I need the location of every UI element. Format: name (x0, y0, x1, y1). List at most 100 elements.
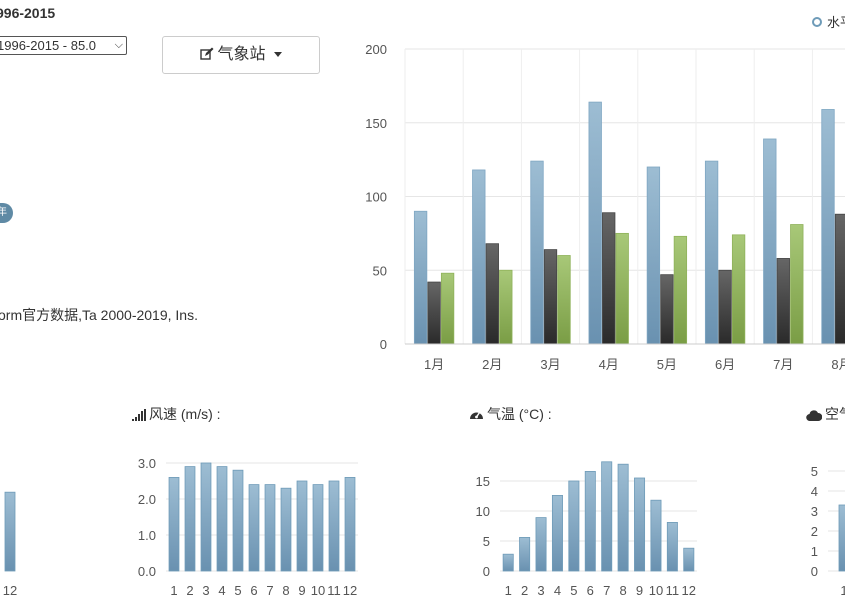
bar (472, 169, 486, 345)
x-tick-label: 9 (298, 583, 305, 597)
bar (200, 462, 212, 572)
bar (634, 477, 646, 572)
bar (731, 234, 746, 345)
bar (344, 476, 356, 572)
x-tick-label: 5 (234, 583, 241, 597)
bar (264, 484, 276, 572)
x-tick-label: 10 (649, 583, 663, 597)
x-tick-label: 7月 (773, 357, 793, 372)
period-title: 996-2015 (0, 5, 56, 21)
bar (568, 480, 580, 572)
bar (184, 466, 196, 572)
legend-marker (812, 17, 822, 27)
x-tick-label: 6 (587, 583, 594, 597)
y-tick-label: 5 (483, 534, 490, 549)
y-tick-label: 3.0 (138, 456, 156, 471)
legend-item-1: 水平 (827, 15, 845, 30)
x-tick-label: 12 (682, 583, 696, 597)
x-tick-label: 4 (218, 583, 225, 597)
x-tick-label: 6月 (715, 357, 735, 372)
bar (763, 138, 777, 345)
y-tick-label: 4 (811, 484, 818, 499)
bar (248, 484, 260, 572)
y-tick-label: 2.0 (138, 492, 156, 507)
x-tick-label: 7 (266, 583, 273, 597)
x-tick-label: 1 (840, 583, 845, 597)
wind-chart-title: 风速 (m/s) : (132, 404, 221, 424)
y-tick-label: 0 (811, 564, 818, 579)
x-tick-label: 8 (620, 583, 627, 597)
source-text: orm官方数据,Ta 2000-2019, Ins. (0, 307, 198, 323)
cloud-icon (806, 410, 823, 422)
y-tick-label: 1.0 (138, 528, 156, 543)
bar (646, 166, 661, 345)
x-tick-label: 1月 (424, 357, 444, 372)
x-tick-label: 3 (202, 583, 209, 597)
station-dropdown-button[interactable]: 气象站 (162, 36, 320, 74)
bar (499, 269, 513, 345)
bar (413, 210, 428, 345)
bar (543, 249, 558, 345)
y-tick-label: 5 (811, 464, 818, 479)
x-tick-label: 2月 (482, 357, 502, 372)
bar (601, 461, 613, 572)
y-tick-label: 2 (811, 524, 818, 539)
bar (440, 272, 455, 345)
air-chart: 0 1 2 3 4 5 1 (811, 464, 845, 597)
y-tick-label: 50 (373, 263, 387, 278)
bar (312, 484, 324, 572)
x-tick-label: 12 (3, 583, 17, 597)
x-tick-label: 8月 (831, 357, 845, 372)
x-tick-label: 2 (521, 583, 528, 597)
bar (588, 101, 602, 345)
x-tick-label: 2 (186, 583, 193, 597)
bar (838, 504, 845, 572)
bar (666, 522, 678, 572)
bar (535, 517, 547, 572)
bar (834, 213, 845, 345)
x-tick-label: 12 (343, 583, 357, 597)
period-select-value: 1996-2015 - 85.0 (0, 38, 97, 53)
x-tick-label: 1 (170, 583, 177, 597)
bar (617, 463, 629, 572)
station-button-label: 气象站 (217, 46, 266, 63)
bar (704, 160, 719, 345)
bar (216, 466, 228, 572)
dashboard-icon (470, 412, 483, 419)
wind-speed-chart: 0.01.02.03.01 2 3 4 5 6 7 8 9 10 11 12 (138, 456, 358, 597)
bar (821, 109, 835, 345)
bar (427, 281, 441, 345)
bar (168, 476, 180, 572)
bar (557, 255, 571, 345)
period-select[interactable]: 1996-2015 - 85.0 ⌵ (0, 36, 127, 55)
bar (660, 274, 674, 345)
y-tick-label: 15 (476, 474, 490, 489)
edit-icon (200, 47, 214, 60)
bar (584, 470, 596, 572)
air-chart-title: 空气 (806, 404, 845, 424)
x-tick-label: 4月 (599, 357, 619, 372)
bar (790, 224, 804, 345)
left-partial-chart: 12 (3, 491, 17, 597)
y-tick-label: 3 (811, 504, 818, 519)
x-tick-label: 1 (505, 583, 512, 597)
x-tick-label: 11 (666, 583, 680, 597)
year-badge[interactable]: 年 (0, 203, 13, 223)
chart-legend[interactable]: 水平 (812, 12, 845, 31)
bar (4, 491, 16, 572)
signal-bars-icon (132, 409, 146, 421)
y-tick-label: 100 (365, 190, 387, 205)
x-tick-label: 5月 (657, 357, 677, 372)
caret-down-icon (273, 52, 282, 58)
bar (280, 487, 292, 572)
bar (328, 480, 340, 572)
bar (502, 553, 514, 572)
x-tick-label: 6 (250, 583, 257, 597)
bar (718, 269, 732, 345)
bar (602, 212, 616, 345)
x-tick-label: 4 (554, 583, 561, 597)
bar (519, 537, 531, 572)
x-tick-label: 10 (311, 583, 325, 597)
y-tick-label: 150 (365, 116, 387, 131)
